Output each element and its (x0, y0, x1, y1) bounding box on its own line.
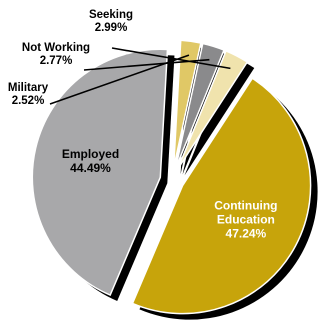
slice-value-continuing-education: 47.24% (226, 226, 267, 240)
pie-slice-military (172, 39, 202, 169)
slice-label-seeking: Seeking (89, 9, 133, 21)
slice-value-seeking: 2.99% (95, 22, 128, 34)
pie-slice-continuing-education (131, 77, 312, 315)
slice-label-employed: Employed (62, 147, 119, 161)
leader-line-seeking (111, 47, 231, 70)
pie-slice-not-working (174, 42, 225, 169)
slice-shadow-seeking (184, 56, 255, 176)
slice-layer (31, 39, 312, 315)
slice-label-not-working: Not Working (22, 42, 90, 54)
slice-label-continuing-education-line-1: Continuing (214, 198, 277, 212)
slice-value-employed: 44.49% (70, 161, 111, 175)
slice-value-not-working: 2.77% (40, 55, 73, 67)
pie-slice-employed (31, 48, 169, 297)
pie-slice-seeking (176, 49, 249, 170)
slice-label-military: Military (8, 82, 49, 94)
slice-label-continuing-education-line-2: Education (217, 212, 275, 226)
slice-value-military: 2.52% (12, 95, 45, 107)
leader-layer (49, 47, 231, 105)
